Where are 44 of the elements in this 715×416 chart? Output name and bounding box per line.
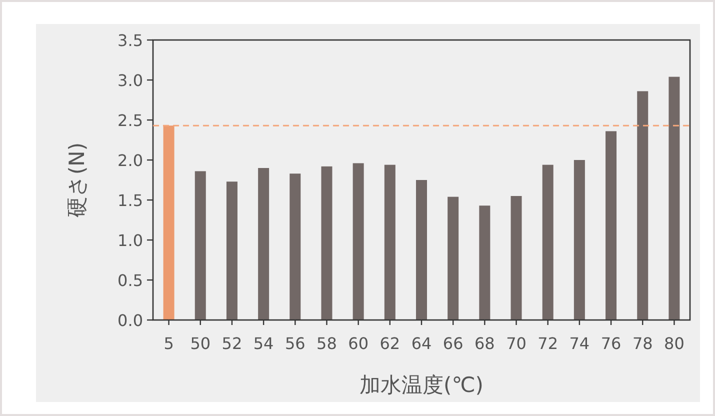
bar	[637, 91, 648, 320]
x-tick-label: 52	[222, 334, 242, 353]
x-tick-label: 66	[442, 334, 464, 353]
x-tick-label: 54	[253, 334, 274, 353]
bar	[226, 182, 238, 320]
bar	[194, 171, 206, 320]
x-tick-label: 56	[284, 334, 306, 353]
bar	[352, 163, 364, 320]
x-tick-label: 60	[348, 334, 369, 353]
bar	[668, 76, 680, 320]
x-tick-label: 62	[380, 334, 400, 353]
y-tick-label: 1.0	[118, 231, 143, 250]
bar	[510, 196, 522, 320]
bar	[258, 168, 270, 320]
y-tick-label: 3.0	[118, 71, 143, 90]
x-tick-label: 50	[190, 334, 211, 353]
x-tick-label: 78	[632, 334, 653, 353]
bar	[290, 174, 301, 320]
x-tick-label: 74	[569, 334, 590, 353]
bar	[448, 196, 459, 320]
x-tick-label: 58	[316, 334, 337, 353]
y-tick-label: 2.0	[118, 151, 143, 170]
bar	[606, 131, 617, 320]
x-tick-label: 80	[664, 334, 684, 353]
x-tick-label: 70	[506, 334, 526, 353]
bar	[321, 166, 332, 320]
bar	[542, 164, 554, 320]
y-axis-title: 硬さ(N)	[65, 142, 89, 218]
y-tick-label: 1.5	[118, 191, 143, 210]
bar	[384, 164, 396, 320]
y-tick-label: 2.5	[118, 111, 143, 130]
x-tick-label: 68	[474, 334, 495, 353]
bar	[574, 160, 585, 320]
bar	[416, 180, 427, 320]
x-tick-label: 72	[538, 334, 558, 353]
x-tick-label: 76	[600, 334, 622, 353]
x-tick-label: 64	[411, 334, 432, 353]
x-tick-label: 5	[164, 334, 174, 353]
x-axis-title: 加水温度(℃)	[360, 373, 484, 397]
y-tick-label: 0.0	[118, 311, 143, 330]
bar	[479, 206, 490, 320]
bar	[163, 126, 174, 320]
y-tick-label: 0.5	[118, 271, 143, 290]
y-tick-label: 3.5	[118, 31, 143, 50]
